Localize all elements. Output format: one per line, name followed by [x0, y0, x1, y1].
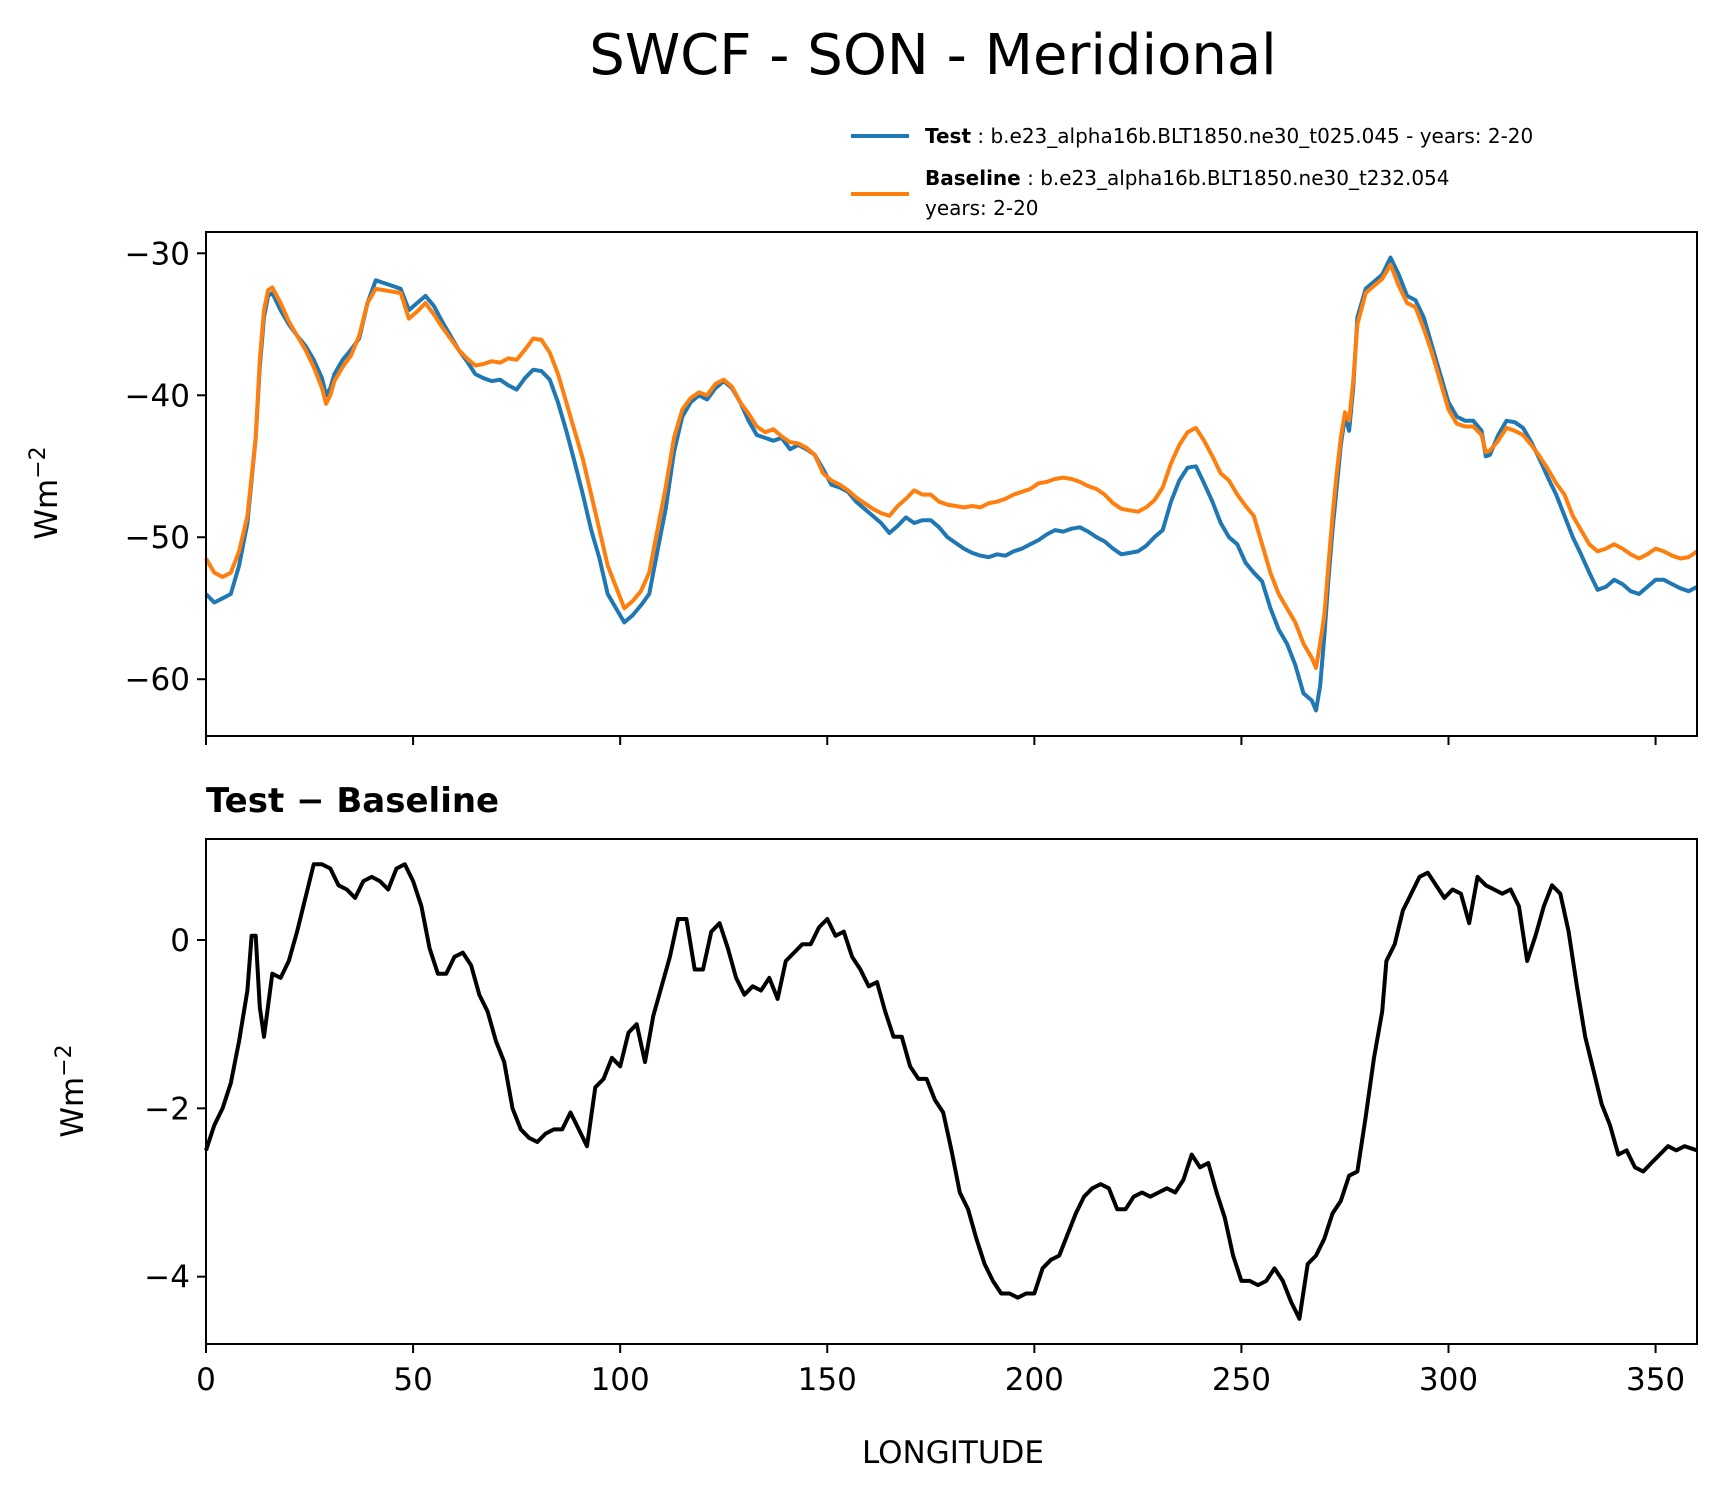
y-tick-label: −4: [144, 1260, 190, 1296]
y-tick-label: −30: [125, 236, 190, 272]
legend-baseline-name: Baseline: [925, 166, 1021, 190]
bottom-ylabel-unit: Wm: [55, 1077, 91, 1138]
top-ylabel-sup: −2: [26, 446, 51, 478]
y-tick-label: −50: [125, 520, 190, 556]
chart-title: SWCF - SON - Meridional: [589, 23, 1276, 88]
x-tick-label: 50: [393, 1362, 432, 1398]
y-tick-label: −2: [144, 1091, 190, 1127]
top-panel: −30 −40 −50 −60: [125, 231, 1699, 745]
legend-test-text: Test : b.e23_alpha16b.BLT1850.ne30_t025.…: [925, 124, 1533, 148]
y-tick-label: −60: [125, 662, 190, 698]
legend-baseline-years: years: 2-20: [925, 196, 1039, 220]
legend-baseline-sep: :: [1021, 166, 1040, 190]
legend-baseline-desc: b.e23_alpha16b.BLT1850.ne30_t232.054: [1040, 166, 1449, 190]
plot-frame: [205, 231, 1698, 737]
series-line-test-baseline: [204, 862, 1698, 1321]
x-tick-label: 100: [591, 1362, 650, 1398]
x-tick-label: 0: [196, 1362, 216, 1398]
series-line-baseline: [204, 262, 1699, 670]
legend-baseline-text: Baseline : b.e23_alpha16b.BLT1850.ne30_t…: [925, 166, 1450, 190]
plot-frame: [205, 838, 1698, 1345]
bottom-panel-title: Test − Baseline: [206, 781, 499, 821]
x-tick-label: 150: [798, 1362, 857, 1398]
y-tick-label: −40: [125, 378, 190, 414]
legend-test-name: Test: [925, 124, 971, 148]
y-tick-label: 0: [170, 923, 190, 959]
x-tick-label: 350: [1626, 1362, 1685, 1398]
legend-test-sep: :: [971, 124, 990, 148]
x-tick-label: 250: [1212, 1362, 1271, 1398]
x-axis-label: LONGITUDE: [862, 1435, 1044, 1471]
x-tick-label: 300: [1419, 1362, 1478, 1398]
x-tick-label: 200: [1005, 1362, 1064, 1398]
top-ylabel: Wm−2: [26, 446, 65, 539]
top-ylabel-unit: Wm: [29, 479, 65, 540]
bottom-ylabel: Wm−2: [52, 1044, 91, 1137]
legend-test-desc: b.e23_alpha16b.BLT1850.ne30_t025.045 - y…: [990, 124, 1533, 148]
bottom-panel: 0 −2 −4 0 50 100 150 200 250 300 350: [144, 838, 1698, 1398]
bottom-ylabel-sup: −2: [52, 1044, 77, 1076]
legend: Test : b.e23_alpha16b.BLT1850.ne30_t025.…: [851, 124, 1533, 220]
